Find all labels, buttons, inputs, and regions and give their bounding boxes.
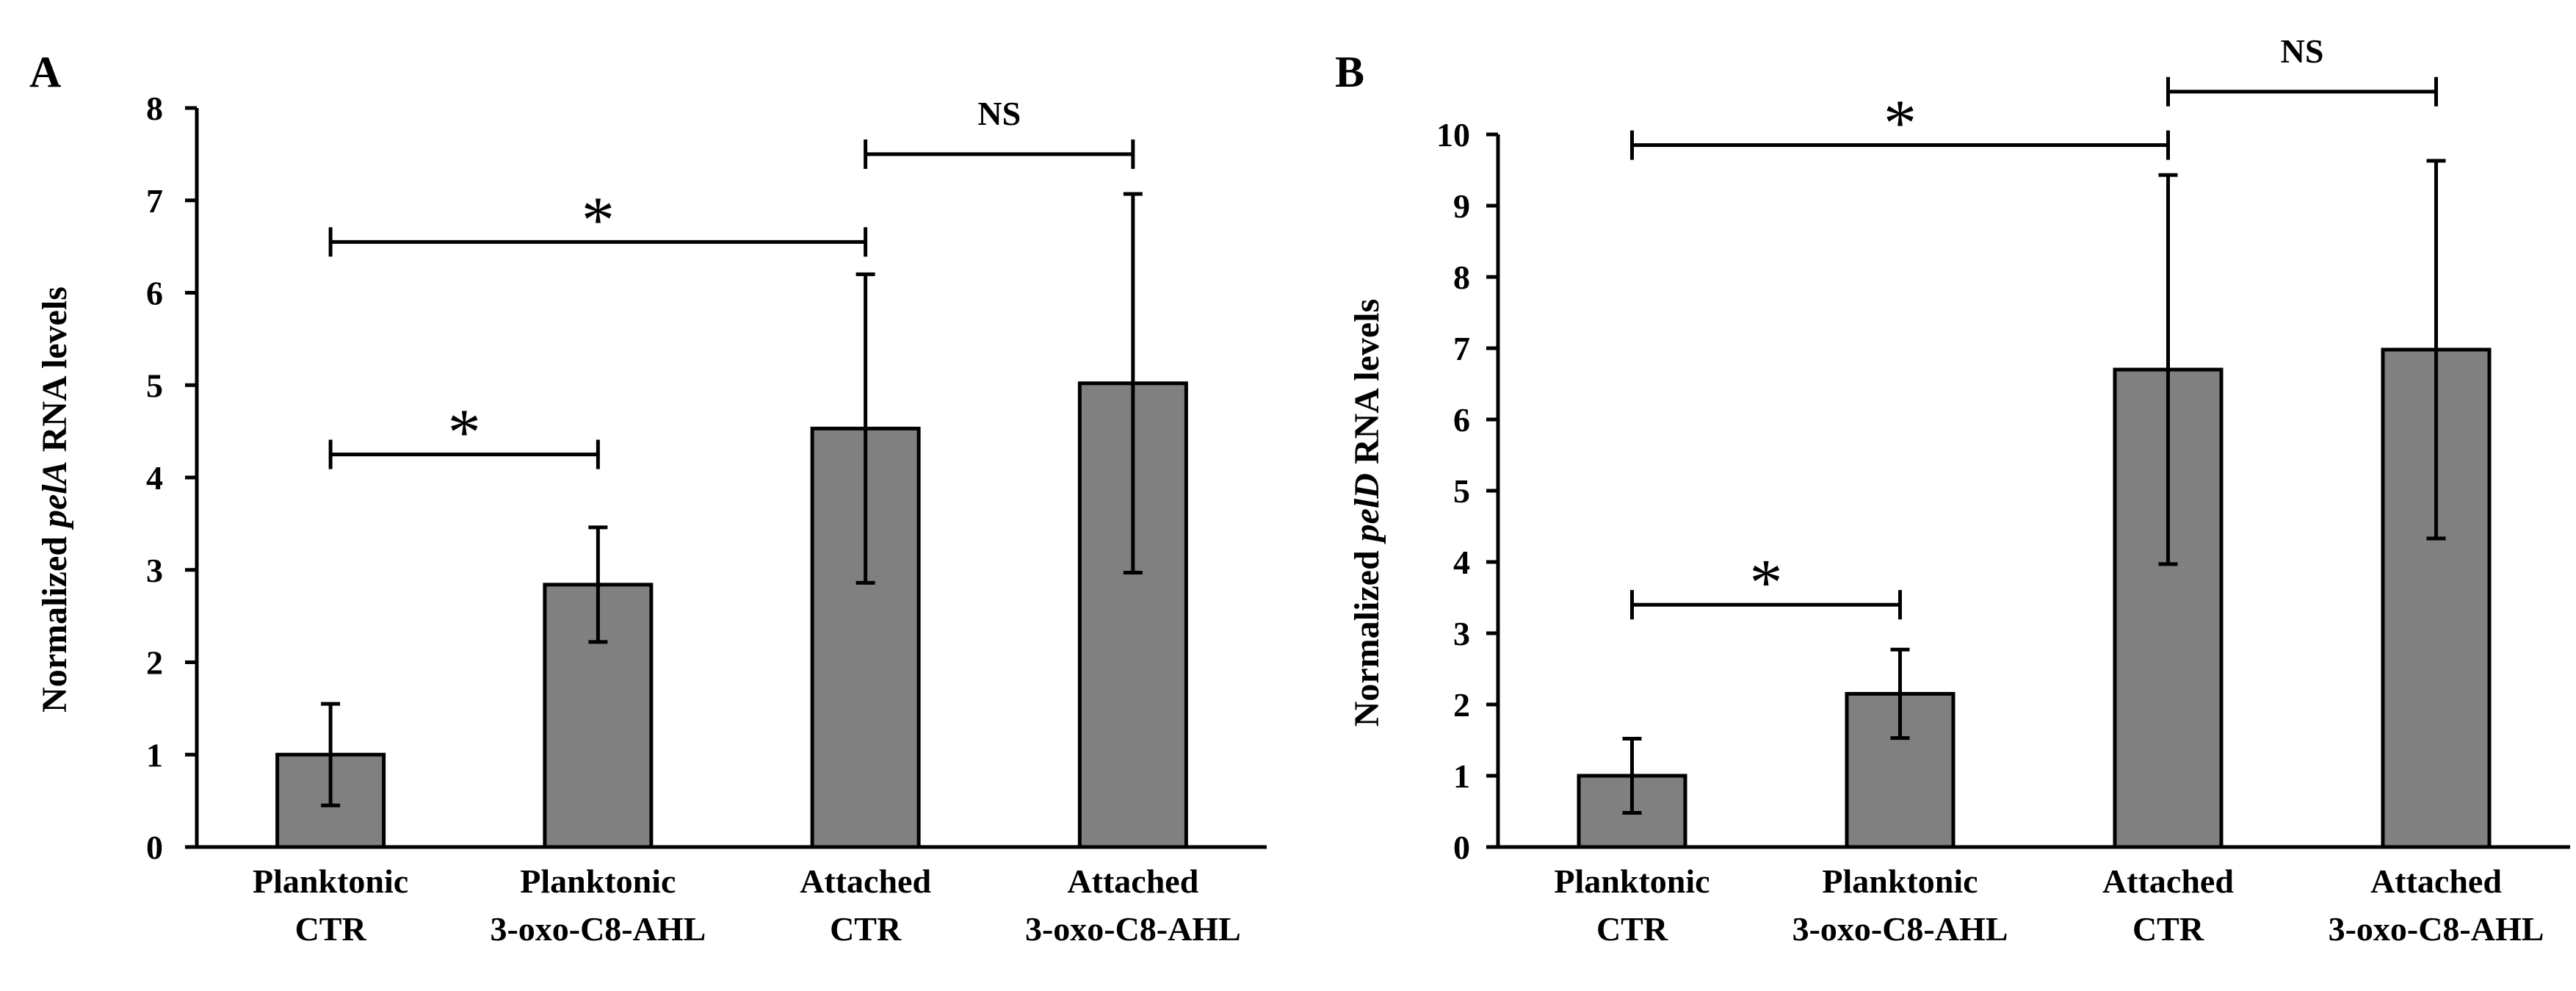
category-label: CTR	[1596, 910, 1668, 948]
y-tick-label: 3	[146, 552, 163, 589]
y-tick-label: 2	[1453, 686, 1470, 724]
chart-panel-b: B 0 1 2 3 4 5 6 7 8 9 10 Normalized pelD RNA levels P…	[1335, 32, 2570, 948]
y-tick-label: 3	[1453, 615, 1470, 652]
significance-star: *	[1750, 547, 1783, 619]
category-label: 3-oxo-C8-AHL	[1025, 910, 1241, 948]
significance-ns: NS	[977, 95, 1021, 132]
y-tick-label: 6	[146, 275, 163, 312]
category-label: CTR	[295, 910, 367, 948]
category-label: Planktonic	[1822, 862, 1978, 900]
y-tick-label: 10	[1436, 116, 1470, 154]
bar	[2381, 347, 2492, 849]
y-tick-label: 2	[146, 644, 163, 682]
category-label: Attached	[2370, 862, 2502, 900]
category-label: Planktonic	[520, 862, 676, 900]
y-tick-label: 8	[146, 90, 163, 127]
panel-letter: B	[1335, 48, 1364, 96]
y-tick-label: 6	[1453, 401, 1470, 439]
y-tick-label: 1	[1453, 757, 1470, 795]
y-tick-label: 9	[1453, 187, 1470, 225]
y-tick-label: 7	[1453, 330, 1470, 367]
y-tick-label: 4	[146, 459, 163, 497]
y-tick-label: 0	[1453, 829, 1470, 866]
y-tick-label: 4	[1453, 544, 1470, 581]
category-label: CTR	[2132, 910, 2204, 948]
y-tick-label: 0	[146, 829, 163, 866]
category-label: Planktonic	[1554, 862, 1710, 900]
y-axis-label-suffix: RNA levels	[1347, 299, 1386, 473]
y-tick-label: 1	[146, 736, 163, 774]
category-label: Attached	[2102, 862, 2234, 900]
category-label: Planktonic	[253, 862, 408, 900]
y-tick-label: 7	[146, 182, 163, 220]
y-tick-label: 5	[146, 367, 163, 404]
y-axis-label: Normalized pelD RNA levels	[1347, 299, 1386, 727]
category-label: 3-oxo-C8-AHL	[490, 910, 706, 948]
y-axis-label-prefix: Normalized	[35, 527, 74, 713]
y-axis-label-suffix: RNA levels	[35, 287, 74, 461]
significance-ns: NS	[2281, 32, 2324, 70]
category-label: Attached	[800, 862, 931, 900]
bar	[1077, 381, 1188, 849]
category-label: Attached	[1067, 862, 1198, 900]
panel-letter: A	[29, 48, 61, 96]
y-axis-label-prefix: Normalized	[1347, 541, 1386, 727]
category-label: 3-oxo-C8-AHL	[1792, 910, 2008, 948]
y-tick-label: 5	[1453, 472, 1470, 510]
significance-star: *	[1884, 87, 1917, 160]
y-axis-label: Normalized pelA RNA levels	[35, 287, 74, 713]
category-label: CTR	[830, 910, 902, 948]
significance-star: *	[582, 184, 615, 256]
significance-star: *	[448, 397, 481, 469]
chart-panel-a: A 0 1 2 3 4 5 6 7 8 Normalized pelA RNA levels Plan…	[29, 48, 1267, 948]
y-axis-label-gene: pelA	[35, 461, 74, 530]
category-label: 3-oxo-C8-AHL	[2329, 910, 2544, 948]
y-tick-label: 8	[1453, 259, 1470, 296]
y-axis-label-gene: pelD	[1347, 473, 1386, 544]
